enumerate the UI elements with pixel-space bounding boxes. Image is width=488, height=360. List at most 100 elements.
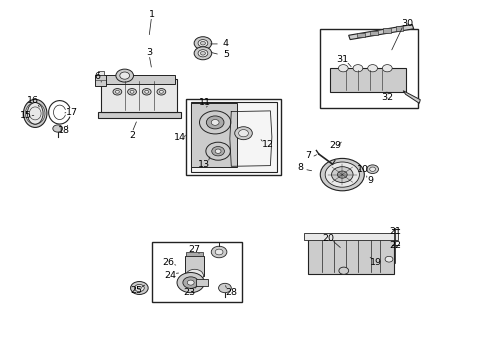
Circle shape [218, 283, 231, 293]
Circle shape [337, 171, 346, 178]
Circle shape [198, 50, 207, 57]
Circle shape [120, 72, 129, 79]
Circle shape [211, 147, 224, 156]
Text: 6: 6 [95, 72, 101, 81]
Text: 4: 4 [223, 40, 228, 49]
Circle shape [200, 51, 205, 55]
Circle shape [382, 65, 391, 72]
Circle shape [238, 130, 248, 137]
Text: 5: 5 [223, 50, 228, 59]
Text: 20: 20 [322, 234, 334, 243]
Bar [151, 242, 242, 302]
Circle shape [198, 40, 207, 47]
Polygon shape [348, 24, 413, 40]
Bar [382, 28, 390, 33]
Circle shape [113, 89, 122, 95]
Circle shape [320, 158, 364, 191]
Text: 27: 27 [188, 245, 200, 253]
Circle shape [199, 111, 230, 134]
Bar [395, 26, 403, 31]
Circle shape [338, 267, 348, 274]
Text: 32: 32 [381, 93, 392, 102]
Circle shape [187, 280, 194, 285]
Bar [97, 112, 181, 118]
Text: 12: 12 [262, 140, 273, 149]
Text: 10: 10 [356, 165, 368, 174]
Text: 2: 2 [129, 130, 135, 139]
Circle shape [369, 167, 375, 171]
Circle shape [144, 90, 148, 93]
Circle shape [331, 167, 352, 183]
Text: 28: 28 [224, 288, 236, 297]
Circle shape [159, 90, 163, 93]
Bar [190, 102, 276, 172]
Circle shape [234, 127, 252, 140]
Circle shape [185, 269, 203, 282]
Bar [101, 79, 177, 112]
Text: 22: 22 [388, 241, 400, 250]
Bar [357, 33, 365, 37]
Polygon shape [402, 91, 419, 103]
Circle shape [127, 89, 136, 95]
Text: 16: 16 [27, 96, 39, 105]
Circle shape [194, 37, 211, 50]
Bar [103, 75, 174, 84]
Circle shape [325, 162, 359, 187]
Bar [195, 279, 207, 286]
Bar [185, 252, 203, 256]
Circle shape [215, 149, 221, 153]
Text: 18: 18 [58, 126, 69, 135]
Bar [95, 75, 106, 86]
Circle shape [115, 90, 119, 93]
Circle shape [206, 116, 224, 129]
Circle shape [130, 282, 148, 294]
Bar [98, 71, 103, 75]
Bar [329, 68, 405, 91]
Circle shape [183, 277, 198, 288]
Circle shape [352, 65, 362, 72]
Circle shape [211, 246, 226, 258]
Text: 11: 11 [199, 98, 211, 107]
Circle shape [116, 69, 133, 82]
Circle shape [211, 120, 219, 125]
Text: 8: 8 [297, 163, 303, 172]
Circle shape [366, 165, 378, 174]
Text: 21: 21 [388, 227, 400, 236]
Text: 9: 9 [367, 176, 373, 185]
Bar [304, 233, 397, 240]
Circle shape [137, 287, 141, 289]
Circle shape [215, 249, 223, 255]
Circle shape [157, 89, 165, 95]
Text: 24: 24 [164, 271, 176, 280]
Text: 30: 30 [400, 19, 412, 28]
Circle shape [53, 125, 62, 132]
Circle shape [194, 47, 211, 60]
Text: 7: 7 [305, 151, 310, 160]
Text: 19: 19 [369, 258, 381, 266]
Text: 13: 13 [198, 161, 210, 169]
Bar [190, 104, 237, 166]
Circle shape [367, 65, 377, 72]
Bar [320, 29, 417, 108]
Text: 29: 29 [328, 141, 340, 150]
Bar [307, 238, 393, 274]
Ellipse shape [27, 103, 43, 124]
Text: 14: 14 [174, 133, 185, 142]
Text: 26: 26 [163, 258, 174, 266]
Text: 15: 15 [20, 111, 31, 120]
Circle shape [130, 90, 134, 93]
Text: 25: 25 [130, 287, 142, 295]
Circle shape [385, 256, 392, 262]
Text: 17: 17 [66, 108, 78, 117]
Ellipse shape [23, 99, 47, 127]
Bar [184, 256, 204, 276]
Circle shape [134, 284, 144, 292]
Text: 31: 31 [336, 55, 347, 64]
Text: 3: 3 [146, 48, 152, 57]
Circle shape [142, 89, 151, 95]
Text: 23: 23 [183, 288, 195, 297]
Circle shape [205, 142, 230, 160]
Bar [185, 99, 281, 175]
Bar [369, 31, 377, 35]
Circle shape [177, 273, 204, 293]
